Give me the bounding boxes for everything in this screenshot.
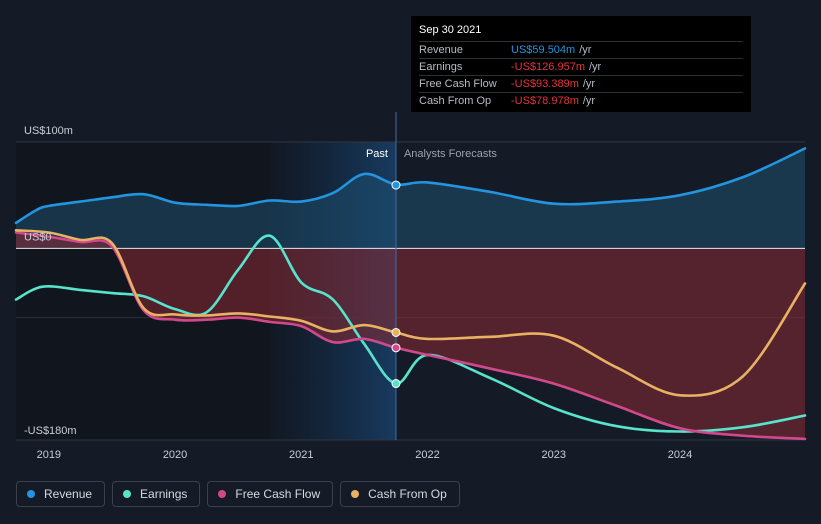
legend-item-earnings[interactable]: Earnings bbox=[112, 481, 201, 507]
tooltip-unit: /yr bbox=[589, 61, 602, 73]
x-tick-label: 2024 bbox=[668, 449, 692, 461]
tooltip-unit: /yr bbox=[579, 44, 592, 56]
tooltip-row-cash-from-op: Cash From Op -US$78.978m /yr bbox=[419, 92, 743, 109]
legend-label: Revenue bbox=[44, 487, 93, 501]
tooltip-label: Revenue bbox=[419, 44, 464, 56]
marker-revenue bbox=[391, 180, 401, 190]
tooltip-row-revenue: Revenue US$59.504m /yr bbox=[419, 41, 743, 58]
tooltip-row-free-cash-flow: Free Cash Flow -US$93.389m /yr bbox=[419, 75, 743, 92]
tooltip-row-earnings: Earnings -US$126.957m /yr bbox=[419, 58, 743, 75]
x-tick-label: 2022 bbox=[415, 449, 439, 461]
legend-dot-icon bbox=[27, 490, 35, 498]
legend-label: Cash From Op bbox=[368, 487, 447, 501]
series-line-revenue bbox=[14, 147, 807, 225]
legend: Revenue Earnings Free Cash Flow Cash Fro… bbox=[16, 481, 460, 507]
tooltip-value: -US$126.957m bbox=[511, 61, 585, 73]
legend-dot-icon bbox=[218, 490, 227, 498]
tooltip-label: Free Cash Flow bbox=[419, 78, 497, 90]
past-label: Past bbox=[366, 148, 388, 160]
tooltip-label: Cash From Op bbox=[419, 95, 492, 107]
x-tick-label: 2020 bbox=[163, 449, 187, 461]
x-tick-label: 2019 bbox=[37, 449, 61, 461]
forecast-label: Analysts Forecasts bbox=[404, 148, 497, 160]
financials-chart: US$100m US$0 -US$180m 2019 2020 2021 2022 2023 2… bbox=[14, 112, 807, 461]
y-tick-label: US$0 bbox=[24, 231, 52, 243]
tooltip-value: -US$93.389m bbox=[511, 78, 579, 90]
tooltip-unit: /yr bbox=[582, 78, 596, 90]
revenue-area bbox=[16, 148, 805, 249]
legend-dot-icon bbox=[351, 490, 360, 498]
series-line-earnings bbox=[14, 234, 807, 433]
series-line-free-cash-flow bbox=[14, 231, 807, 441]
marker-free-cash-flow bbox=[391, 343, 401, 353]
series-line-cash-from-op bbox=[14, 229, 807, 397]
tooltip-unit: /yr bbox=[582, 95, 596, 107]
legend-item-cash-from-op[interactable]: Cash From Op bbox=[340, 481, 460, 507]
tooltip-label: Earnings bbox=[419, 61, 463, 73]
legend-label: Free Cash Flow bbox=[235, 487, 321, 501]
legend-item-revenue[interactable]: Revenue bbox=[16, 481, 106, 507]
x-tick-label: 2023 bbox=[542, 449, 566, 461]
x-tick-label: 2021 bbox=[289, 449, 313, 461]
y-tick-label: -US$180m bbox=[24, 425, 77, 437]
tooltip-date: Sep 30 2021 bbox=[419, 24, 482, 36]
tooltip-value: US$59.504m bbox=[511, 44, 576, 56]
y-tick-label: US$100m bbox=[24, 125, 73, 137]
legend-dot-icon bbox=[123, 490, 132, 498]
tooltip: Sep 30 2021 Revenue US$59.504m /yr Earni… bbox=[411, 16, 751, 112]
legend-item-free-cash-flow[interactable]: Free Cash Flow bbox=[207, 481, 334, 507]
marker-cash-from-op bbox=[391, 327, 401, 337]
marker-earnings bbox=[391, 379, 401, 389]
legend-label: Earnings bbox=[140, 487, 188, 501]
tooltip-value: -US$78.978m bbox=[511, 95, 579, 107]
